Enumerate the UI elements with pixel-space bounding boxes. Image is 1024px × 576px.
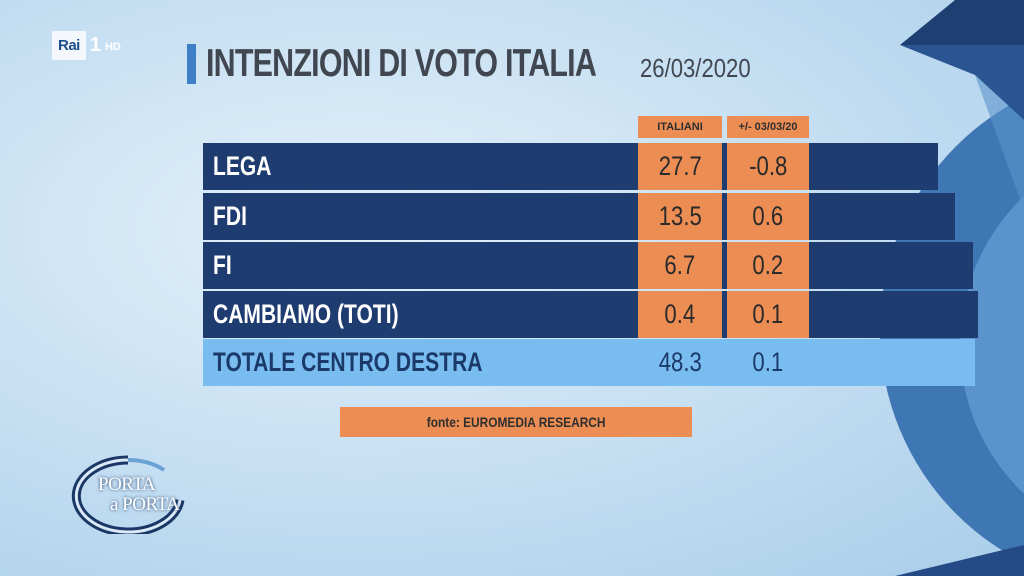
total-value-change: 0.1 xyxy=(752,347,784,377)
channel-brand: Rai xyxy=(52,30,86,60)
party-name: LEGA xyxy=(213,151,272,181)
party-name: FDI xyxy=(213,201,247,231)
value-italiani: 6.7 xyxy=(638,242,722,289)
title-accent-bar xyxy=(187,44,196,84)
show-logo-line2: a PORTA xyxy=(110,494,180,515)
total-label: TOTALE CENTRO DESTRA xyxy=(213,347,483,377)
total-value-italiani: 48.3 xyxy=(658,347,702,377)
channel-number: 1 xyxy=(89,33,101,56)
table-row: FI 6.7 0.2 xyxy=(203,242,973,289)
total-row: TOTALE CENTRO DESTRA 48.3 0.1 xyxy=(203,339,975,386)
table-row: CAMBIAMO (TOTI) 0.4 0.1 xyxy=(203,291,978,338)
value-italiani: 0.4 xyxy=(638,291,722,338)
value-italiani: 27.7 xyxy=(638,143,722,190)
table-row: FDI 13.5 0.6 xyxy=(203,193,955,240)
table-row: LEGA 27.7 -0.8 xyxy=(203,143,938,190)
chart-date: 26/03/2020 xyxy=(640,53,751,83)
chart-title: INTENZIONI DI VOTO ITALIA xyxy=(206,42,597,85)
value-italiani: 13.5 xyxy=(638,193,722,240)
show-logo-ring xyxy=(71,455,185,534)
party-name: CAMBIAMO (TOTI) xyxy=(213,299,399,329)
show-logo-line1: PORTA xyxy=(98,474,156,495)
column-header-italiani: ITALIANI xyxy=(638,116,722,138)
column-header-change: +/- 03/03/20 xyxy=(727,116,809,138)
source-label: fonte: EUROMEDIA RESEARCH xyxy=(340,407,692,437)
party-name: FI xyxy=(213,250,232,280)
channel-logo: Rai 1 HD xyxy=(52,30,121,60)
value-change: 0.6 xyxy=(727,193,809,240)
value-change: 0.1 xyxy=(727,291,809,338)
channel-quality: HD xyxy=(104,41,121,53)
value-change: 0.2 xyxy=(727,242,809,289)
value-change: -0.8 xyxy=(727,143,809,190)
